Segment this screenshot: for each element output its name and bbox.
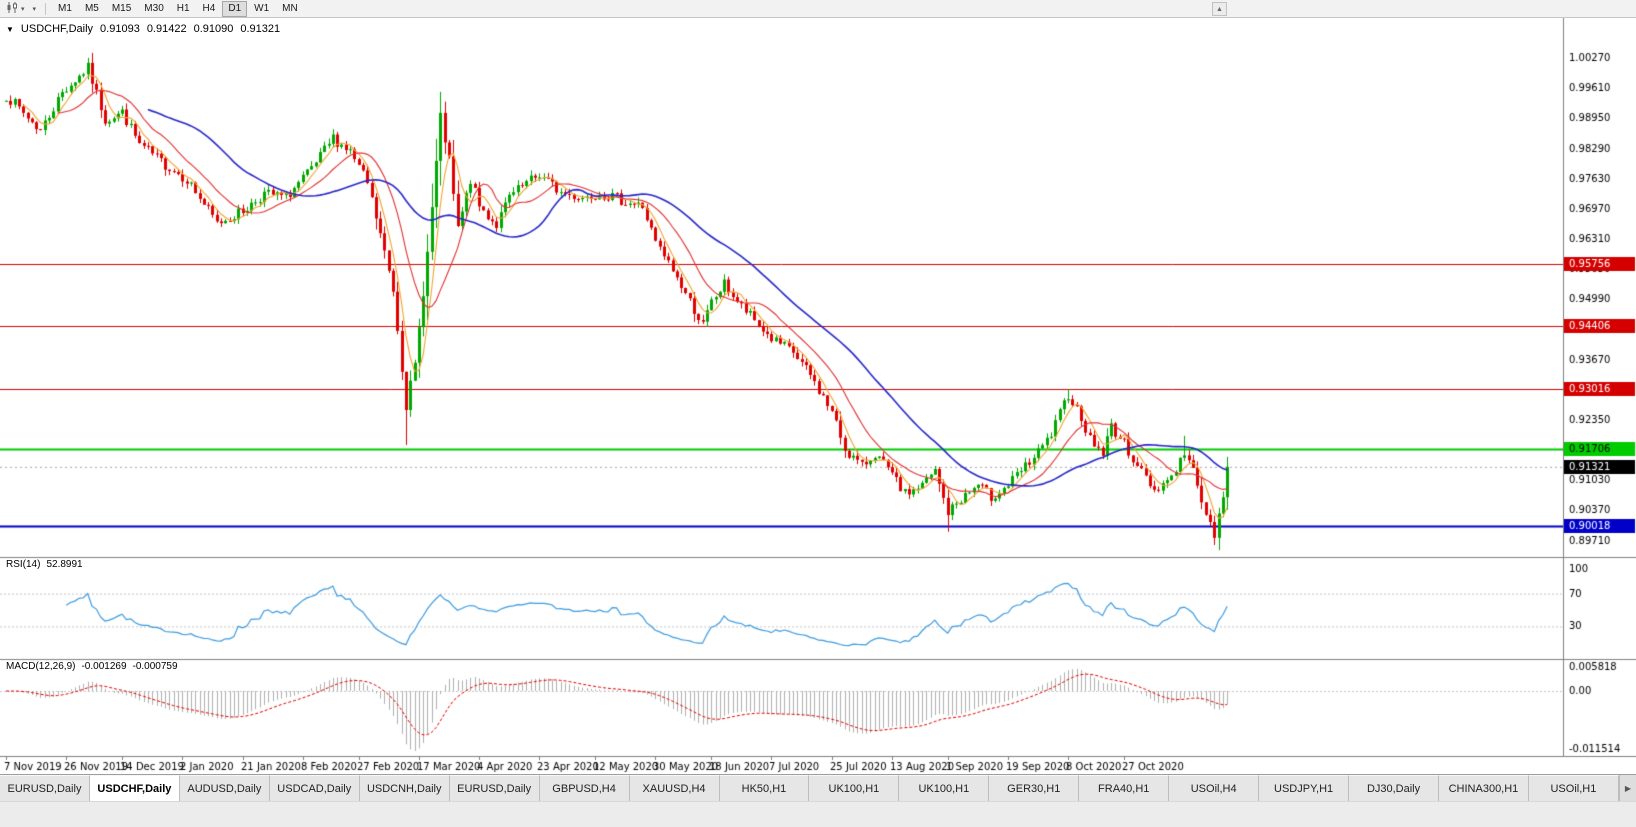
chart-tab-gbpusd-h4[interactable]: GBPUSD,H4 (539, 775, 630, 801)
timeframe-button-h4[interactable]: H4 (197, 1, 222, 17)
timeframe-button-m5[interactable]: M5 (79, 1, 105, 17)
timeframe-button-m30[interactable]: M30 (138, 1, 169, 17)
timeframe-button-w1[interactable]: W1 (248, 1, 275, 17)
chart-type-button[interactable]: ▾ (3, 1, 28, 17)
chart-tab-china300-h1[interactable]: CHINA300,H1 (1439, 775, 1529, 801)
chart-tab-usdcad-daily[interactable]: USDCAD,Daily (269, 775, 360, 801)
chart-options-button[interactable]: ▾ (30, 1, 40, 17)
chart-tab-uk100-h1[interactable]: UK100,H1 (899, 775, 990, 801)
timeframe-button-m15[interactable]: M15 (106, 1, 137, 17)
up-arrow-icon: ▲ (1216, 5, 1223, 13)
timeframe-button-m1[interactable]: M1 (52, 1, 78, 17)
chart-tab-usoil-h1[interactable]: USOil,H1 (1528, 775, 1619, 801)
chart-tab-audusd-daily[interactable]: AUDUSD,Daily (179, 775, 270, 801)
chart-tabs: EURUSD,Daily USDCHF,Daily AUDUSD,Daily USDC… (0, 775, 1619, 801)
chart-tab-ger30-h1[interactable]: GER30,H1 (989, 775, 1080, 801)
chart-tab-hk50-h1[interactable]: HK50,H1 (719, 775, 810, 801)
toolbar-separator (45, 2, 47, 15)
chart-tab-usoil-h4[interactable]: USOil,H4 (1169, 775, 1260, 801)
chevron-down-icon: ▾ (32, 5, 37, 13)
timeframe-button-h1[interactable]: H1 (171, 1, 196, 17)
right-arrow-icon: ▶ (1624, 783, 1632, 793)
chevron-down-icon: ▾ (21, 5, 25, 13)
chart-area: ▼ USDCHF,Daily 0.91093 0.91422 0.91090 0… (0, 18, 1636, 774)
chart-tab-eurusd-daily[interactable]: EURUSD,Daily (0, 775, 90, 801)
tab-scroll-right-button[interactable]: ▶ (1619, 775, 1636, 801)
chart-tab-usdjpy-h1[interactable]: USDJPY,H1 (1259, 775, 1350, 801)
chart-tabs-bar: EURUSD,Daily USDCHF,Daily AUDUSD,Daily USDC… (0, 774, 1636, 801)
price-chart-canvas[interactable] (0, 18, 1636, 774)
timeframe-buttons: M1 M5 M15 M30 H1 H4 D1 W1 MN (52, 0, 304, 17)
chart-tab-usdchf-daily[interactable]: USDCHF,Daily (89, 775, 180, 801)
scroll-up-button[interactable]: ▲ (1212, 2, 1227, 16)
chart-tab-uk100-h1[interactable]: UK100,H1 (809, 775, 900, 801)
timeframe-button-mn[interactable]: MN (276, 1, 304, 17)
chart-tab-usdcnh-daily[interactable]: USDCNH,Daily (359, 775, 450, 801)
chart-tab-dj30-daily[interactable]: DJ30,Daily (1349, 775, 1439, 801)
timeframe-button-d1[interactable]: D1 (222, 0, 248, 17)
status-strip (0, 801, 1636, 827)
candlestick-chart-icon (6, 2, 19, 15)
timeframe-toolbar: ▾ ▾ M1 M5 M15 M30 H1 H4 D1 W1 MN ▲ (0, 0, 1636, 18)
chart-tab-xauusd-h4[interactable]: XAUUSD,H4 (629, 775, 720, 801)
chart-tab-fra40-h1[interactable]: FRA40,H1 (1079, 775, 1170, 801)
chart-tab-eurusd-daily[interactable]: EURUSD,Daily (449, 775, 540, 801)
